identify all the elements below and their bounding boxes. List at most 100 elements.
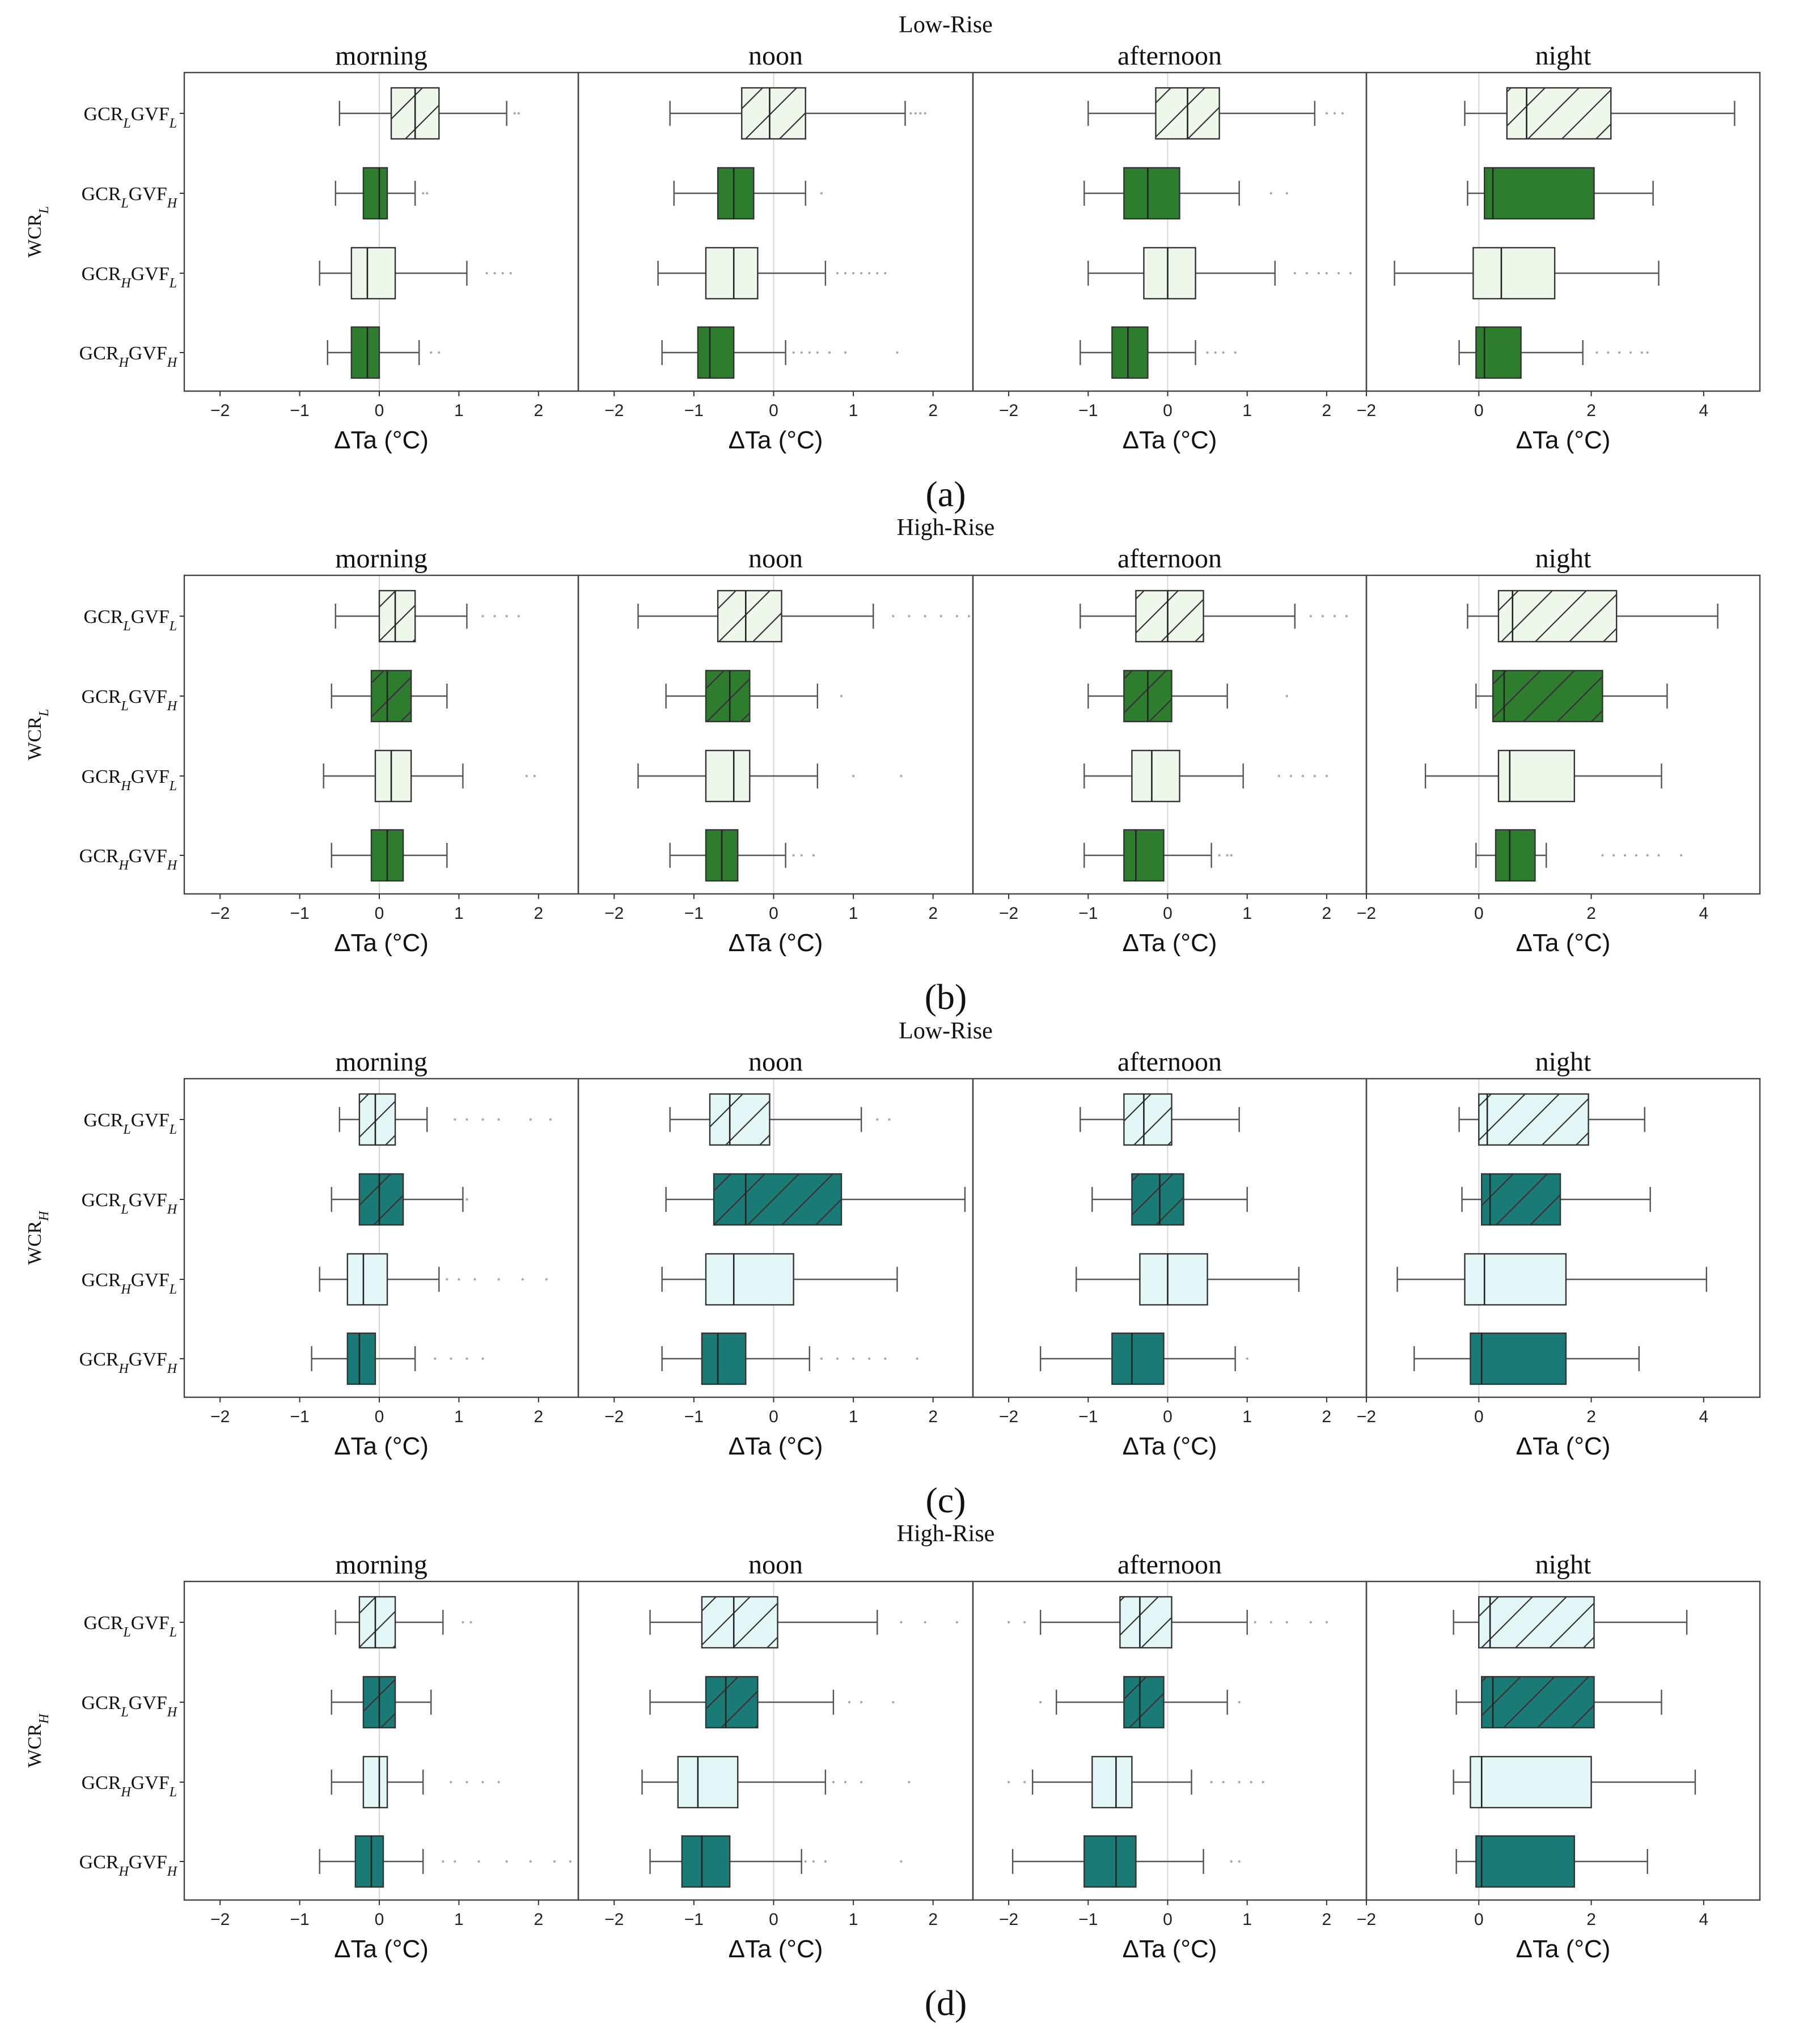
box <box>338 1093 552 1146</box>
category-label: GCRLGVFH <box>82 1190 178 1217</box>
outlier-point <box>517 112 520 115</box>
outlier-point <box>1269 192 1272 195</box>
outlier-point <box>1646 351 1649 354</box>
x-tick-label: −2 <box>210 904 230 923</box>
box <box>1039 1332 1248 1385</box>
outlier-point <box>876 1118 879 1121</box>
outlier-point <box>1333 614 1336 618</box>
x-tick-label: 0 <box>1474 401 1484 420</box>
outlier-point <box>1214 351 1217 354</box>
outlier-point <box>1612 854 1615 857</box>
outlier-point <box>525 774 528 778</box>
box <box>637 749 903 803</box>
box <box>1458 326 1649 379</box>
iqr-box <box>1497 590 1618 643</box>
x-tick-label: −1 <box>290 1910 309 1929</box>
x-axis-label: ΔTa (°C) <box>729 1432 823 1460</box>
outlier-point <box>1230 1860 1233 1863</box>
outlier-point <box>1325 774 1328 778</box>
iqr-box <box>1464 1253 1567 1306</box>
x-axis-label: ΔTa (°C) <box>1516 1935 1611 1963</box>
box <box>331 1755 500 1809</box>
outlier-point <box>422 192 425 195</box>
outlier-point <box>1595 351 1598 354</box>
box <box>669 87 926 140</box>
box <box>1007 1596 1328 1649</box>
outlier-point <box>481 1780 484 1784</box>
outlier-point <box>1325 1621 1328 1624</box>
box <box>669 829 815 882</box>
category-label: GCRHGVFL <box>82 264 177 291</box>
iqr-box <box>705 247 759 300</box>
outlier-point <box>1305 272 1309 275</box>
outlier-point <box>1313 774 1317 778</box>
axes-frame <box>1365 1078 1761 1398</box>
outlier-point <box>505 614 508 618</box>
x-tick-label: 0 <box>375 1910 384 1929</box>
outlier-point <box>1337 272 1340 275</box>
x-axis-label: ΔTa (°C) <box>1516 1432 1611 1460</box>
panel-label: (b) <box>925 977 967 1017</box>
outlier-point <box>868 1357 871 1360</box>
outlier-point <box>450 1357 452 1360</box>
subplot-title: afternoon <box>1118 1047 1222 1077</box>
subplot-title: noon <box>748 1550 803 1580</box>
iqr-box <box>681 1835 731 1888</box>
outlier-point <box>812 1860 815 1863</box>
box <box>1080 1093 1240 1146</box>
category-label: GCRHGVFL <box>82 766 177 794</box>
box <box>1394 247 1660 300</box>
outlier-point <box>900 1621 903 1624</box>
box <box>319 1253 548 1306</box>
x-tick-label: 1 <box>849 904 858 923</box>
subplot-morning: morning −2 −1 0 1 2 ΔTa (°C) <box>183 544 579 957</box>
box <box>1461 1173 1651 1226</box>
outlier-point <box>1210 1780 1213 1784</box>
box <box>661 1332 918 1385</box>
iqr-box <box>1506 87 1612 140</box>
outlier-point <box>1349 272 1352 275</box>
outlier-point <box>939 614 942 618</box>
x-tick-label: −1 <box>1078 1407 1098 1426</box>
x-tick-label: 0 <box>769 401 778 420</box>
subplot-title: night <box>1535 544 1591 574</box>
x-tick-label: 1 <box>849 1910 858 1929</box>
iqr-box <box>1131 1173 1184 1226</box>
outlier-point <box>497 1118 500 1121</box>
box <box>1087 87 1344 140</box>
x-tick-label: −1 <box>684 904 704 923</box>
category-label: GCRLGVFH <box>82 686 178 714</box>
outlier-point <box>1640 351 1643 354</box>
box <box>331 829 448 882</box>
iqr-box <box>1143 247 1196 300</box>
category-label: GCRHGVFH <box>79 343 178 370</box>
x-tick-label: 2 <box>534 1910 543 1929</box>
iqr-box <box>350 326 380 379</box>
x-tick-label: −2 <box>604 1407 624 1426</box>
outlier-point <box>1657 854 1660 857</box>
outlier-point <box>1325 112 1328 115</box>
outlier-point <box>816 351 819 354</box>
iqr-box <box>358 1173 404 1226</box>
iqr-box <box>358 1596 396 1649</box>
x-axis-label: ΔTa (°C) <box>1123 426 1217 454</box>
category-label: GCRLGVFL <box>84 607 177 634</box>
iqr-box <box>1123 1093 1172 1146</box>
outlier-point <box>529 1118 532 1121</box>
x-tick-label: 0 <box>1163 904 1172 923</box>
category-label: GCRLGVFL <box>84 104 177 131</box>
iqr-box <box>358 1093 396 1146</box>
panel-title: Low-Rise <box>899 12 993 38</box>
panel-title: Low-Rise <box>899 1018 993 1044</box>
outlier-point <box>513 112 516 115</box>
subplot-noon: noon −2 −1 0 1 2 ΔTa (°C) <box>577 1550 974 1963</box>
box <box>335 1596 472 1649</box>
x-tick-label: 1 <box>1242 401 1252 420</box>
x-axis-label: ΔTa (°C) <box>729 426 823 454</box>
outlier-point <box>808 351 811 354</box>
box <box>1475 829 1683 882</box>
outlier-point <box>462 1621 464 1624</box>
box <box>1083 167 1288 220</box>
x-tick-label: 4 <box>1699 1407 1709 1426</box>
outlier-point <box>1277 774 1280 778</box>
